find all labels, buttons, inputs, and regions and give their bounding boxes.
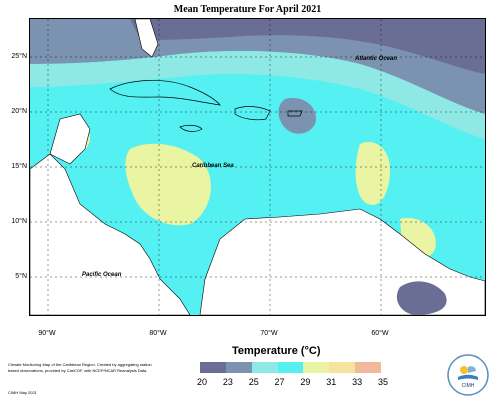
map-credit: CIMH May 2021 [8,390,37,395]
map-description: Climate Monitoring Map of the Caribbean … [8,362,152,373]
legend-swatch [277,362,304,373]
legend-tick-label: 25 [248,377,259,387]
legend-title: Temperature (°C) [232,345,321,357]
warm-patch-east [355,141,390,205]
legend-swatch [200,362,226,373]
map-title: Mean Temperature For April 2021 [173,4,322,15]
land-yucatan [49,113,91,165]
island-jamaica [179,124,203,132]
legend-color-bar [200,362,382,373]
logo-text: CIMH [462,383,475,389]
legend-tick-label: 29 [300,377,311,387]
legend-tick-label: 35 [377,377,388,387]
cimh-logo-icon: CIMH [447,354,489,396]
legend-tick-label: 27 [274,377,285,387]
legend-tick-label: 23 [222,377,233,387]
caribbean-sea-label: Caribbean Sea [192,163,234,169]
legend-tick-labels: 20 23 25 27 29 31 33 35 [192,377,392,389]
atlantic-ocean-label: Atlantic Ocean [355,56,398,62]
lat-label-25n: 25°N [11,53,27,60]
legend-tick-label: 33 [352,377,363,387]
land-florida [134,19,159,58]
lat-label-10n: 10°N [11,218,27,225]
lat-label-15n: 15°N [11,163,27,170]
lat-label-5n: 5°N [15,273,27,280]
island-puerto-rico [287,110,303,117]
pacific-ocean-label: Pacific Ocean [82,272,122,278]
lon-label-80w: 80°W [149,330,167,337]
island-cuba [109,80,221,106]
legend-swatch [329,362,356,373]
legend-tick-label: 31 [326,377,337,387]
cold-patch-south [396,281,447,315]
legend-swatch [225,362,252,373]
legend-swatch [251,362,278,373]
lon-label-70w: 70°W [260,330,278,337]
land-central-america [30,153,191,315]
lon-label-60w: 60°W [371,330,389,337]
lon-label-90w: 90°W [38,330,56,337]
temperature-map [29,18,486,316]
transition-band [30,51,485,139]
legend-swatch [355,362,382,373]
lat-label-20n: 20°N [11,108,27,115]
warm-patch-caribbean [125,143,211,226]
island-hispaniola [234,106,271,121]
legend-tick-label: 20 [196,377,207,387]
legend-swatch [303,362,330,373]
